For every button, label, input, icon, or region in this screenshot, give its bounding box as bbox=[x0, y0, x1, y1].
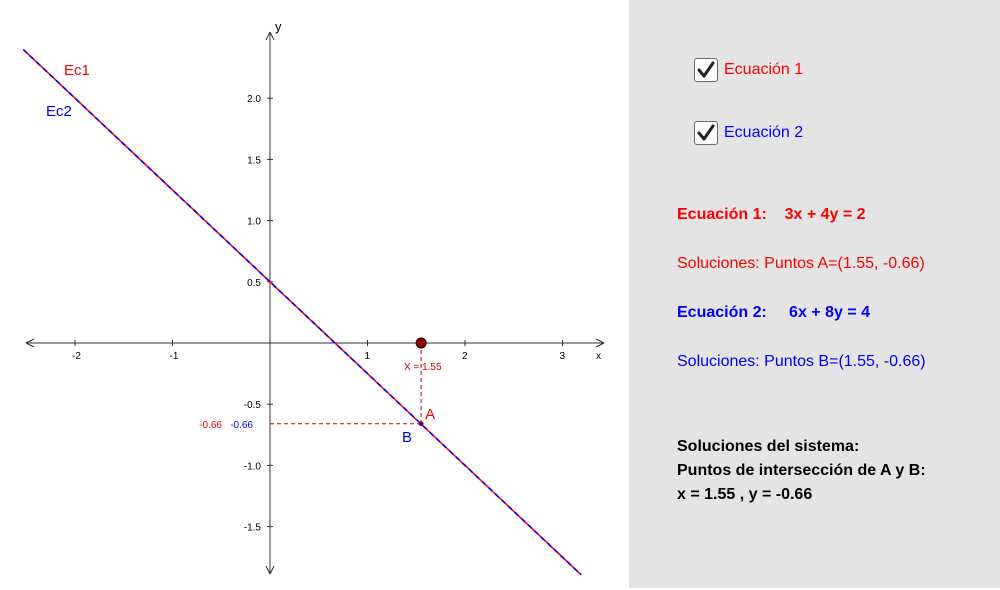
checkbox-ecuacion-1[interactable]: Ecuación 1 bbox=[694, 58, 803, 82]
x-axis-arrow-left bbox=[25, 338, 35, 348]
system-solution: x = 1.55 , y = -0.66 bbox=[677, 486, 813, 503]
y-axis-label: y bbox=[275, 19, 282, 34]
y-tick-label: 1.0 bbox=[247, 217, 261, 228]
graph-view[interactable]: x y -2 -1 1 2 3 2.0 1.5 1.0 0.5 -0.5 -1.0 -1.5 Ec1 Ec2 A… bbox=[0, 0, 628, 590]
y-axis-arrow-down bbox=[265, 565, 275, 575]
system-title: Soluciones del sistema: bbox=[677, 438, 860, 455]
coordinate-plane[interactable]: x y -2 -1 1 2 3 2.0 1.5 1.0 0.5 -0.5 -1.0 -1.5 Ec1 Ec2 A… bbox=[0, 0, 628, 590]
x-tick-label: 1 bbox=[365, 351, 371, 362]
y-tick-label: 2.0 bbox=[247, 94, 261, 105]
check-icon bbox=[697, 61, 715, 78]
point-a-label: A bbox=[425, 406, 435, 423]
x-tick-label: 2 bbox=[462, 351, 468, 362]
checkbox-1-box[interactable] bbox=[694, 58, 718, 82]
checkbox-1-label[interactable]: Ecuación 1 bbox=[724, 61, 804, 78]
y-tick-label: 1.5 bbox=[247, 155, 261, 166]
line-ec2[interactable] bbox=[22, 48, 582, 576]
equation-2-prefix: Ecuación 2: bbox=[677, 304, 767, 321]
checkbox-2-label[interactable]: Ecuación 2 bbox=[724, 124, 804, 141]
point-b-label: B bbox=[402, 429, 412, 446]
y-value-red: -0.66 bbox=[199, 420, 222, 431]
x-value-annotation: X = 1.55 bbox=[404, 362, 442, 373]
system-intersection: Puntos de intersección de A y B: bbox=[677, 462, 926, 479]
y-tick-label: -1.5 bbox=[244, 523, 262, 534]
x-axis-label: x bbox=[596, 351, 601, 362]
x-axis-arrow-right bbox=[595, 338, 605, 348]
algebra-panel bbox=[629, 0, 1000, 588]
point-b[interactable] bbox=[419, 422, 423, 426]
x-tick-label: 3 bbox=[560, 351, 566, 362]
checkbox-ecuacion-2[interactable]: Ecuación 2 bbox=[694, 121, 803, 145]
solutions-1: Soluciones: Puntos A=(1.55, -0.66) bbox=[677, 255, 925, 272]
equation-1-line: Ecuación 1: 3x + 4y = 2 bbox=[677, 206, 866, 224]
y-tick-label: 0.5 bbox=[247, 278, 261, 289]
equation-1-prefix: Ecuación 1: bbox=[677, 206, 767, 223]
equation-1-expr: 3x + 4y = 2 bbox=[784, 206, 866, 223]
y-value-blue: -0.66 bbox=[230, 420, 253, 431]
y-tick-label: -0.5 bbox=[244, 400, 262, 411]
x-tick-label: -1 bbox=[170, 351, 179, 362]
y-tick-label: -1.0 bbox=[244, 461, 262, 472]
slider-point[interactable] bbox=[415, 337, 427, 349]
equation-2-expr: 6x + 8y = 4 bbox=[789, 304, 871, 321]
check-icon bbox=[697, 124, 715, 141]
line-label-ec2: Ec2 bbox=[46, 103, 72, 120]
equation-2-line: Ecuación 2: 6x + 8y = 4 bbox=[677, 304, 870, 322]
x-tick-label: -2 bbox=[72, 351, 81, 362]
y-axis-arrow-up bbox=[265, 31, 275, 41]
solutions-2: Soluciones: Puntos B=(1.55, -0.66) bbox=[677, 353, 926, 370]
checkbox-2-box[interactable] bbox=[694, 121, 718, 145]
line-label-ec1: Ec1 bbox=[64, 62, 90, 79]
